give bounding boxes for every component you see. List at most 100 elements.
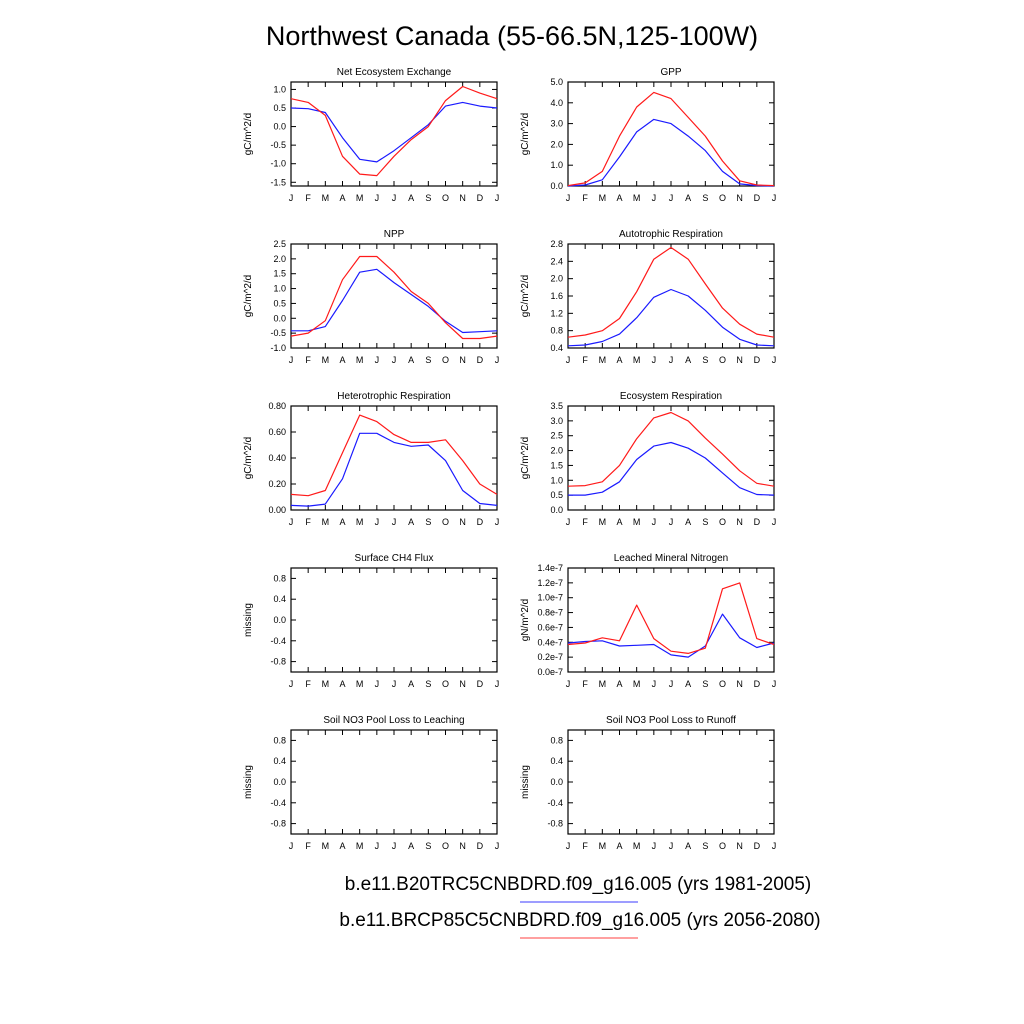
y-tick-label: -0.8 — [270, 657, 286, 667]
x-tick-label: S — [702, 841, 708, 851]
x-tick-label: J — [772, 517, 777, 527]
plot-frame — [567, 567, 775, 673]
series-line-1 — [290, 432, 498, 507]
x-tick-label: J — [375, 193, 380, 203]
y-tick-label: -1.0 — [270, 159, 286, 169]
y-axis-label: missing — [243, 765, 254, 799]
x-tick-label: F — [305, 841, 311, 851]
y-tick-label: 0.0 — [273, 777, 286, 787]
y-axis-label: gC/m^2/d — [243, 275, 254, 318]
y-tick-label: 0.8 — [550, 326, 563, 336]
y-tick-label: 0.8e-7 — [537, 608, 563, 618]
y-tick-label: 1.0 — [273, 284, 286, 294]
x-tick-label: A — [616, 679, 622, 689]
y-tick-label: 0.0 — [550, 181, 563, 191]
x-tick-label: O — [442, 841, 449, 851]
panel-title: Soil NO3 Pool Loss to Runoff — [606, 715, 736, 726]
x-tick-label: A — [685, 355, 691, 365]
x-tick-label: A — [616, 193, 622, 203]
x-tick-label: A — [685, 193, 691, 203]
series-line-1 — [290, 101, 498, 163]
x-tick-label: J — [669, 355, 674, 365]
x-tick-label: J — [392, 841, 397, 851]
x-tick-label: M — [322, 841, 330, 851]
y-tick-label: 2.8 — [550, 239, 563, 249]
y-tick-label: 0.4 — [273, 594, 286, 604]
y-tick-label: -0.4 — [270, 636, 286, 646]
y-tick-label: 0.8 — [550, 735, 563, 745]
y-tick-label: 1.5 — [273, 269, 286, 279]
x-tick-label: J — [289, 841, 294, 851]
x-tick-label: O — [719, 841, 726, 851]
panel-title: Heterotrophic Respiration — [337, 391, 450, 402]
y-axis-label: gC/m^2/d — [520, 275, 531, 318]
x-tick-label: D — [754, 517, 761, 527]
plot-frame — [290, 81, 498, 187]
x-tick-label: M — [322, 517, 330, 527]
x-tick-label: O — [442, 679, 449, 689]
series-line-1 — [568, 441, 775, 496]
x-tick-label: F — [305, 679, 311, 689]
x-tick-label: J — [289, 355, 294, 365]
x-tick-label: J — [495, 679, 500, 689]
x-tick-label: S — [425, 355, 431, 365]
series-line-2 — [290, 414, 498, 497]
x-tick-label: A — [408, 517, 414, 527]
x-tick-label: M — [599, 193, 607, 203]
x-tick-label: J — [495, 355, 500, 365]
x-tick-label: M — [599, 517, 607, 527]
x-tick-label: J — [652, 517, 657, 527]
x-tick-label: D — [477, 355, 484, 365]
panel-title: Leached Mineral Nitrogen — [614, 553, 729, 564]
y-tick-label: 0.8 — [273, 735, 286, 745]
y-tick-label: -1.0 — [270, 343, 286, 353]
x-tick-label: O — [719, 193, 726, 203]
x-tick-label: D — [754, 355, 761, 365]
x-tick-label: M — [633, 355, 641, 365]
y-tick-label: 1.0 — [273, 84, 286, 94]
y-tick-label: 0.4e-7 — [537, 637, 563, 647]
x-tick-label: S — [702, 679, 708, 689]
x-tick-label: A — [339, 841, 345, 851]
x-tick-label: M — [356, 193, 364, 203]
plot-frame — [290, 729, 498, 835]
x-tick-label: J — [652, 679, 657, 689]
x-tick-label: M — [322, 193, 330, 203]
x-tick-label: A — [339, 517, 345, 527]
x-tick-label: M — [599, 679, 607, 689]
y-tick-label: 0.6e-7 — [537, 622, 563, 632]
x-tick-label: J — [392, 517, 397, 527]
x-tick-label: N — [736, 193, 743, 203]
x-tick-label: J — [669, 517, 674, 527]
plot-frame — [567, 405, 775, 511]
x-tick-label: F — [305, 517, 311, 527]
panel-title: NPP — [384, 229, 405, 240]
y-tick-label: -0.5 — [270, 328, 286, 338]
x-tick-label: M — [322, 679, 330, 689]
x-tick-label: J — [392, 193, 397, 203]
x-tick-label: A — [685, 517, 691, 527]
y-tick-label: 1.4e-7 — [537, 563, 563, 573]
series-line-2 — [290, 85, 498, 177]
x-tick-label: A — [408, 355, 414, 365]
plot-frame — [567, 729, 775, 835]
x-tick-label: N — [736, 679, 743, 689]
x-tick-label: J — [669, 841, 674, 851]
y-tick-label: 1.0 — [550, 160, 563, 170]
y-tick-label: 0.4 — [550, 343, 563, 353]
x-tick-label: A — [408, 841, 414, 851]
x-tick-label: O — [442, 193, 449, 203]
y-tick-label: 3.5 — [550, 401, 563, 411]
y-tick-label: 3.0 — [550, 416, 563, 426]
y-axis-label: missing — [520, 765, 531, 799]
x-tick-label: S — [425, 517, 431, 527]
y-tick-label: 1.6 — [550, 291, 563, 301]
x-tick-label: J — [289, 517, 294, 527]
series-line-2 — [567, 91, 775, 187]
x-tick-label: O — [442, 517, 449, 527]
